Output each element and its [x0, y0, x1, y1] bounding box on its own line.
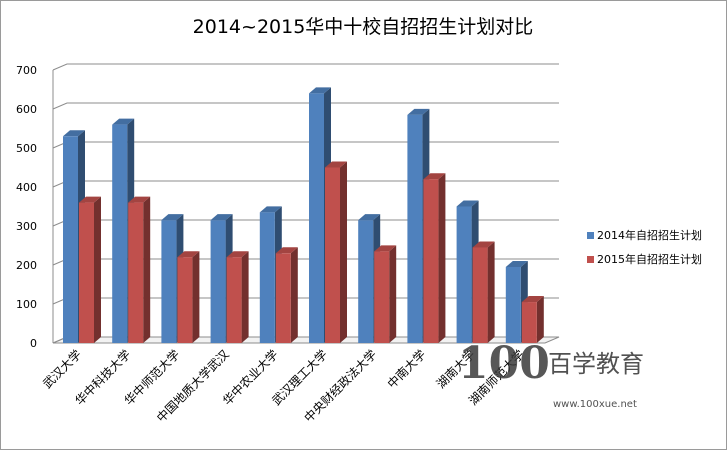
watermark-logo: 100 百学教育 www.100xue.net	[458, 338, 644, 410]
y-tick-label: 0	[30, 337, 37, 350]
chart-title: 2014~2015华中十校自招招生计划对比	[193, 16, 534, 38]
legend-label-2014: 2014年自招招生计划	[597, 228, 702, 242]
watermark-logo-mark: 100	[458, 338, 550, 389]
bar-2015	[275, 247, 298, 343]
y-tick-label: 600	[16, 103, 37, 116]
bars-group	[63, 87, 544, 344]
bar-2015	[374, 245, 397, 343]
y-tick-label: 200	[16, 259, 37, 272]
bar-2015	[472, 241, 495, 343]
y-axis-ticks: 0 100 200 300 400 500 600 700	[16, 64, 37, 350]
watermark-url: www.100xue.net	[553, 399, 637, 410]
legend: 2014年自招招生计划 2015年自招招生计划	[587, 228, 702, 266]
legend-swatch-2014	[587, 232, 594, 239]
y-tick-label: 400	[16, 181, 37, 194]
y-tick-label: 700	[16, 64, 37, 77]
bar-2015	[521, 296, 544, 343]
legend-label-2015: 2015年自招招生计划	[597, 252, 702, 266]
bar-2015	[423, 173, 446, 343]
gridline	[52, 63, 559, 71]
y-tick-label: 300	[16, 220, 37, 233]
watermark-brand-name: 百学教育	[548, 350, 644, 378]
bar-2015	[177, 251, 200, 343]
bar-2015	[226, 251, 249, 343]
legend-swatch-2015	[587, 256, 594, 263]
y-tick-label: 100	[16, 298, 37, 311]
bar-2015	[128, 196, 151, 343]
bar-2015	[325, 161, 347, 343]
bar-2015	[79, 196, 101, 343]
y-tick-label: 500	[16, 142, 37, 155]
gridline	[52, 102, 559, 110]
